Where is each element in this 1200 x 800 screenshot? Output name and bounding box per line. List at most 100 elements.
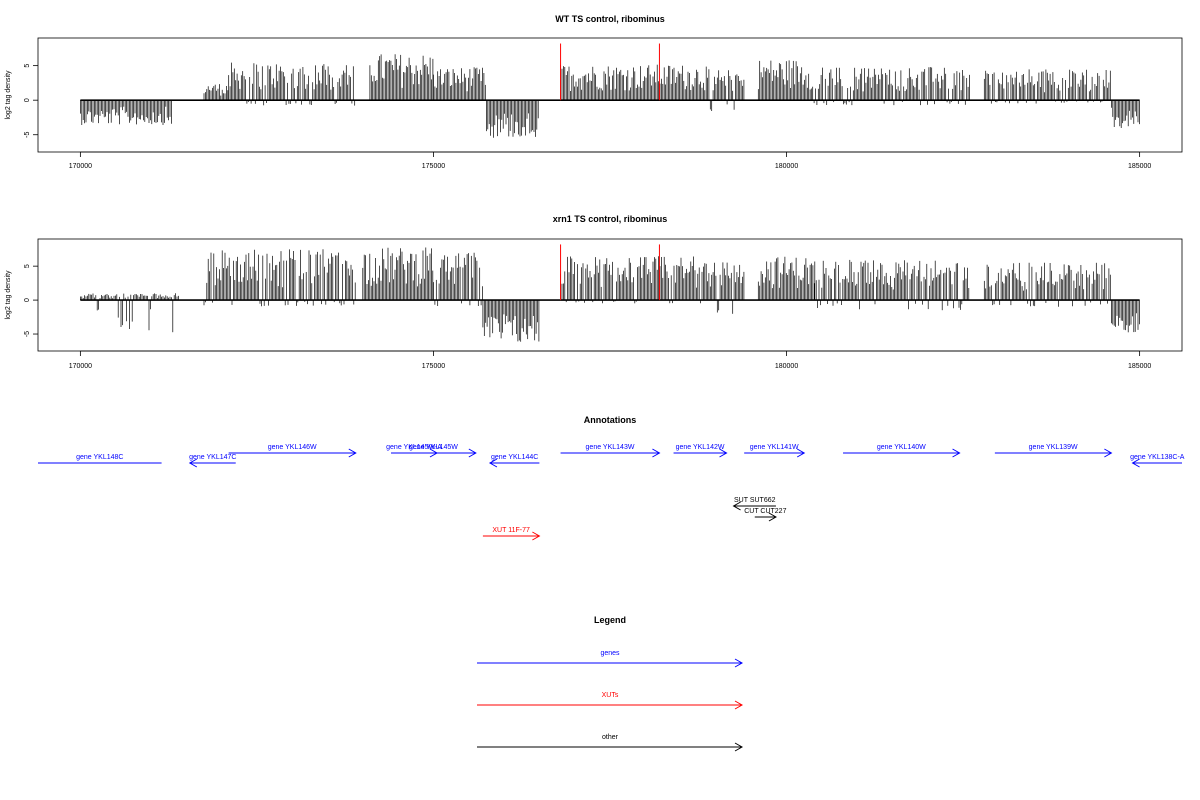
feature-label: gene YKL148C	[76, 454, 123, 461]
feature-label: gene YKL140W	[877, 444, 926, 451]
legend-item-label: genes	[600, 650, 620, 657]
y-axis: -5 0 5	[24, 264, 38, 337]
feature-label: CUT CUT227	[744, 508, 786, 515]
coverage-segment	[814, 259, 970, 311]
y-tick-label: -5	[24, 132, 31, 138]
coverage-segment	[433, 252, 483, 306]
x-axis: 170000 175000 180000 185000	[69, 350, 1151, 370]
coverage-segment	[983, 69, 1111, 104]
x-tick-label: 175000	[422, 163, 445, 170]
legend-title: Legend	[594, 615, 626, 625]
chart-title: WT TS control, ribominus	[555, 14, 665, 24]
coverage-panel-2: xrn1 TS control, ribominus 170000 175000 18…	[5, 214, 1183, 370]
arrow-head	[796, 448, 806, 458]
feature-label: gene YKL147C	[189, 454, 236, 461]
arrow-head	[719, 448, 728, 458]
y-axis: -5 0 5	[24, 64, 38, 138]
legend-item: other	[477, 734, 744, 752]
annotation-feature: gene YKL142W	[673, 444, 728, 458]
arrow-head	[768, 512, 777, 522]
y-axis-label: log2 tag density	[5, 270, 12, 320]
coverage-bars	[80, 247, 1140, 342]
coverage-segment	[560, 256, 708, 304]
coverage-segment	[1111, 300, 1140, 333]
annotation-feature: gene YKL141W	[744, 444, 806, 458]
coverage-segment	[810, 67, 970, 106]
coverage-segment	[757, 60, 811, 101]
coverage-segment	[757, 256, 815, 301]
feature-label: SUT SUT662	[734, 497, 776, 504]
annotation-feature: XUT 11F-77	[482, 527, 541, 541]
legend: Legend genes XUTs other	[477, 615, 744, 752]
coverage-segment	[80, 293, 179, 333]
feature-label: gene YKL146W	[268, 444, 317, 451]
coverage-segment	[362, 247, 434, 301]
coverage-segment	[203, 249, 356, 307]
y-tick-label: 5	[24, 64, 31, 68]
y-tick-label: 0	[24, 298, 31, 302]
arrow-head	[532, 531, 541, 541]
legend-item-label: other	[602, 734, 619, 741]
x-tick-label: 175000	[422, 363, 445, 370]
coverage-segment	[708, 69, 745, 111]
coverage-segment	[708, 262, 745, 314]
arrow-head	[1131, 458, 1140, 468]
chart-title: xrn1 TS control, ribominus	[553, 214, 668, 224]
coverage-segment	[560, 64, 708, 101]
coverage-segment	[203, 84, 229, 101]
x-tick-label: 170000	[69, 163, 92, 170]
legend-item: XUTs	[477, 692, 744, 710]
y-axis-label: log2 tag density	[5, 70, 12, 120]
coverage-segment	[228, 62, 356, 106]
annotation-feature: gene YKL140W	[843, 444, 961, 458]
coverage-segment	[1111, 100, 1140, 128]
coverage-segment	[80, 100, 172, 125]
y-tick-label: 0	[24, 98, 31, 102]
x-tick-label: 185000	[1128, 163, 1151, 170]
x-tick-label: 185000	[1128, 363, 1151, 370]
annotation-feature: gene YKL147C	[188, 454, 236, 468]
arrow-head	[1104, 448, 1113, 458]
x-tick-label: 180000	[775, 163, 798, 170]
annotation-feature: gene YKL146W	[228, 444, 357, 458]
feature-label: gene YKL138C-A	[1130, 454, 1185, 461]
x-tick-label: 180000	[775, 363, 798, 370]
feature-label: gene YKL139W	[1029, 444, 1078, 451]
feature-label: gene YKL145W-A	[386, 444, 442, 451]
feature-label: gene YKL144C	[491, 454, 538, 461]
coverage-segment	[433, 67, 486, 101]
annotations-track: Annotations gene YKL148C gene YKL147C gene …	[38, 415, 1185, 541]
feature-label: XUT 11F-77	[492, 527, 530, 534]
coverage-segment	[482, 300, 540, 342]
x-tick-label: 170000	[69, 363, 92, 370]
arrow-head	[732, 501, 741, 511]
arrow-head	[468, 448, 477, 458]
legend-item: genes	[477, 650, 744, 668]
x-axis: 170000 175000 180000 185000	[69, 151, 1151, 170]
arrow-head	[348, 448, 357, 458]
legend-item-label: XUTs	[602, 692, 619, 699]
arrow-head	[734, 658, 744, 668]
arrow-head	[734, 700, 744, 710]
y-tick-label: 5	[24, 264, 31, 268]
y-tick-label: -5	[24, 331, 31, 337]
annotation-feature: gene YKL138C-A	[1130, 454, 1185, 468]
arrow-head	[652, 448, 661, 458]
annotation-feature: gene YKL143W	[560, 444, 661, 458]
feature-label: gene YKL145W	[409, 444, 458, 451]
annotation-feature: gene YKL139W	[994, 444, 1113, 458]
feature-label: gene YKL141W	[750, 444, 799, 451]
annotation-feature: gene YKL144C	[488, 454, 540, 468]
annotation-feature: SUT SUT662	[732, 497, 776, 511]
arrow-head	[488, 458, 498, 468]
coverage-segment	[983, 262, 1111, 307]
coverage-bars	[80, 54, 1140, 138]
annotation-feature: gene YKL148C	[38, 454, 162, 464]
arrow-head	[952, 448, 961, 458]
annotations-title: Annotations	[584, 415, 637, 425]
arrow-head	[188, 458, 198, 468]
annotation-feature: CUT CUT227	[744, 508, 787, 522]
coverage-segment	[486, 100, 539, 138]
feature-label: gene YKL143W	[586, 444, 635, 451]
